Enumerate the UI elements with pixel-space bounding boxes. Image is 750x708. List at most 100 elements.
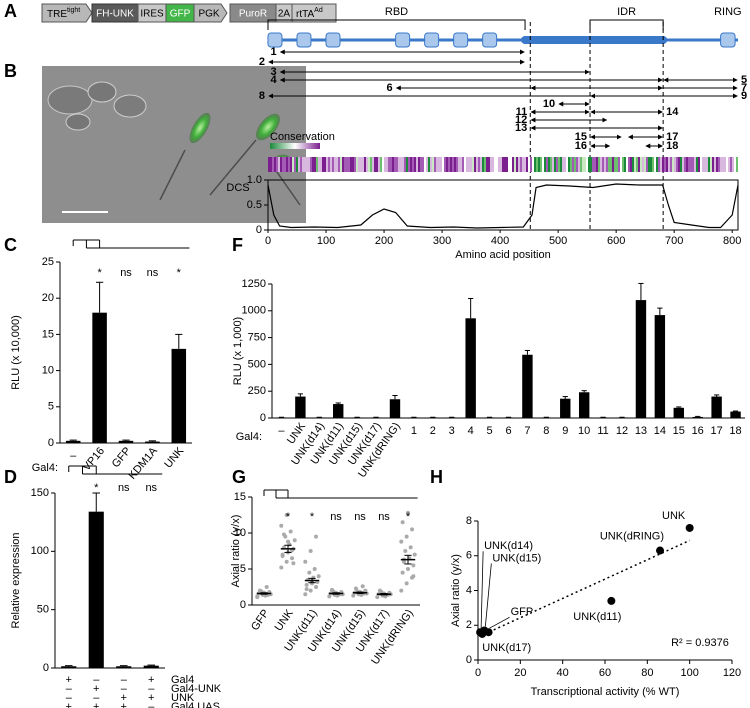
conservation-stripe: [434, 157, 436, 172]
conservation-stripe: [272, 157, 274, 172]
x-tick-label: 120: [723, 667, 741, 679]
x-tick-label: 2: [430, 425, 436, 437]
conservation-stripe: [512, 157, 514, 172]
y-tick-label: 0: [48, 437, 54, 449]
conservation-stripe: [318, 157, 320, 172]
bar: [92, 312, 107, 443]
conservation-stripe: [732, 157, 734, 172]
x-tick-label: 13: [635, 425, 647, 437]
conservation-stripe: [638, 157, 640, 172]
point-label: UNK: [662, 510, 686, 522]
conservation-stripe: [520, 157, 522, 172]
x-tick-label: 100: [680, 667, 698, 679]
zinc-finger: [267, 32, 283, 48]
conservation-legend: [270, 143, 320, 149]
conservation-stripe: [570, 157, 572, 172]
y-tick-label: 1.0: [247, 174, 262, 186]
conservation-stripe: [394, 157, 396, 172]
conservation-stripe: [534, 157, 536, 172]
conservation-stripe: [652, 157, 654, 172]
conservation-stripe: [460, 157, 462, 172]
leader-line: [480, 551, 484, 629]
data-point: [403, 549, 408, 553]
data-point: [312, 567, 317, 571]
bar: [143, 665, 159, 668]
condition-mark: –: [93, 674, 100, 686]
conservation-stripe: [452, 157, 454, 172]
conservation-stripe: [350, 157, 352, 172]
significance-label: ns: [118, 482, 130, 494]
y-tick-label: 0: [240, 599, 246, 611]
segment-superscript: Ad: [314, 7, 323, 14]
data-point: [316, 574, 321, 579]
significance-label: *: [310, 511, 315, 523]
conservation-stripe: [280, 157, 282, 172]
x-tick-label: 500: [549, 235, 567, 247]
y-tick-label: 0.5: [247, 199, 262, 211]
conservation-stripe: [470, 157, 472, 172]
x-tick-label: 12: [616, 425, 628, 437]
data-point: [400, 520, 405, 525]
conservation-stripe: [622, 157, 624, 172]
y-axis-label: RLU (x 10,000): [10, 315, 22, 390]
segment-label: TREtight: [47, 7, 80, 20]
point-label: GFP: [511, 606, 534, 618]
conservation-stripe: [728, 157, 730, 172]
conservation-stripe: [282, 157, 284, 172]
fragment-label: 16: [575, 140, 587, 152]
x-tick-label: 17: [710, 425, 722, 437]
y-tick-label: 10: [234, 527, 246, 539]
segment-label: 2A: [278, 9, 291, 20]
segment-label: PuroR: [239, 9, 267, 20]
conservation-stripe: [624, 157, 626, 172]
conservation-stripe: [670, 157, 672, 172]
conservation-stripe: [352, 157, 354, 172]
conservation-stripe: [400, 157, 402, 172]
significance-label: *: [94, 482, 99, 494]
y-tick-label: 5: [48, 401, 54, 413]
bar: [522, 354, 533, 418]
conservation-stripe: [278, 157, 280, 172]
x-tick-label: 700: [665, 235, 683, 247]
conservation-stripe: [404, 157, 406, 172]
conservation-stripe: [346, 157, 348, 172]
conservation-stripe: [616, 157, 618, 172]
data-point: [286, 539, 290, 544]
cell: [65, 113, 91, 131]
conservation-stripe: [516, 157, 518, 172]
y-axis-label: Axial ratio (y/x): [450, 554, 462, 627]
conservation-stripe: [338, 157, 340, 172]
conservation-stripe: [402, 157, 404, 172]
conservation-stripe: [558, 157, 560, 172]
conservation-stripe: [450, 157, 452, 172]
conservation-stripe: [288, 157, 290, 172]
conservation-stripe: [668, 157, 670, 172]
segment-label: PGK: [198, 9, 219, 20]
y-tick-label: 0: [43, 662, 49, 674]
conservation-stripe: [412, 157, 414, 172]
conservation-stripe: [446, 157, 448, 172]
x-tick-label: GFP: [249, 608, 272, 633]
y-tick-label: 250: [248, 385, 266, 397]
conservation-stripe: [408, 157, 410, 172]
conservation-stripe: [474, 157, 476, 172]
x-tick-label: 6: [505, 425, 511, 437]
x-tick-label: 200: [375, 235, 393, 247]
conservation-stripe: [598, 157, 600, 172]
conservation-stripe: [422, 157, 424, 172]
conservation-stripe: [388, 157, 390, 172]
x-tick-label: VP16: [81, 445, 107, 473]
y-tick-label: 500: [248, 358, 266, 370]
fragment-label: 14: [666, 106, 679, 118]
conservation-stripe: [574, 157, 576, 172]
conservation-stripe: [648, 157, 650, 172]
fragment-label: 7: [741, 82, 747, 94]
conservation-stripe: [398, 157, 400, 172]
conservation-stripe: [662, 157, 664, 172]
conservation-stripe: [710, 157, 712, 172]
zinc-finger: [395, 32, 411, 48]
bar: [171, 348, 187, 443]
conservation-stripe: [300, 157, 302, 172]
conservation-stripe: [674, 157, 676, 172]
conservation-stripe: [332, 157, 334, 172]
